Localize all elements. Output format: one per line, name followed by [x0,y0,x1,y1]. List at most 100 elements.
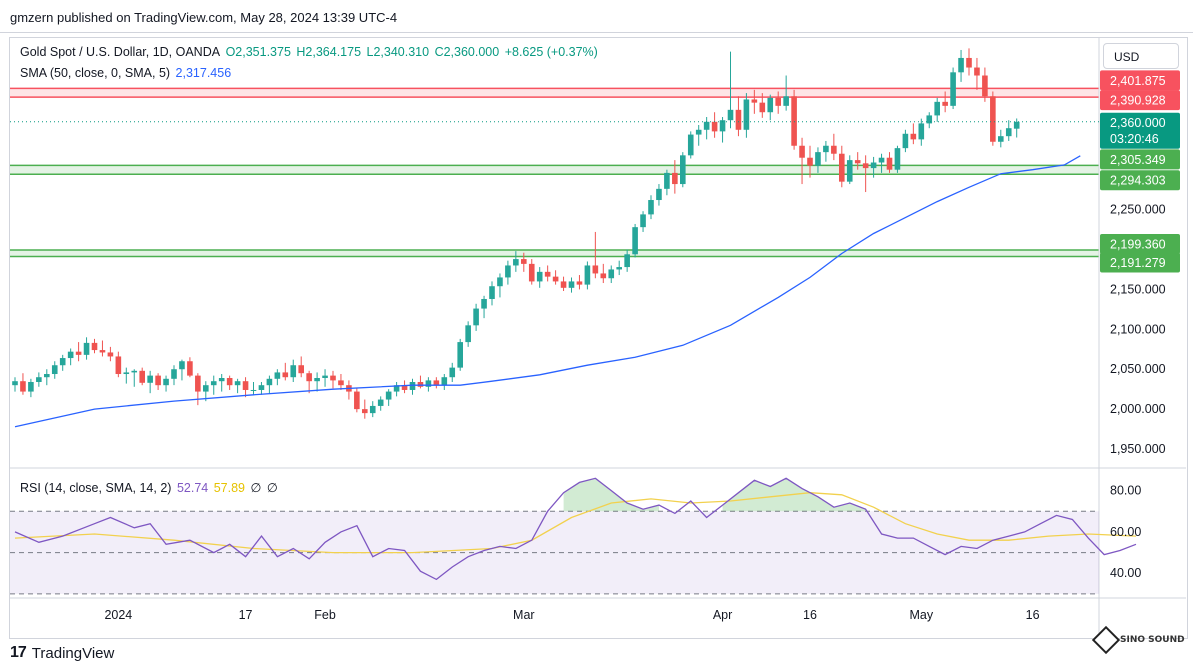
candle-body-21 [179,361,185,370]
watermark-icon [1091,625,1121,655]
candle-body-96 [775,97,781,106]
currency-button[interactable]: USD [1103,43,1179,69]
sma-legend: SMA (50, close, 0, SMA, 5) 2,317.456 [20,66,233,80]
sma50-line [14,155,1081,428]
price-badge-3: 2,294.303 [1110,174,1166,188]
candle-body-3 [36,377,42,382]
candle-body-115 [926,115,933,124]
candle-body-120 [966,57,972,68]
candle-body-77 [624,254,630,268]
candle-body-59 [481,298,487,309]
zone-band-0 [10,88,1099,98]
candle-body-41 [338,380,344,386]
candle-body-29 [242,381,249,390]
candle-body-75 [608,269,615,279]
candle-body-106 [854,160,861,164]
time-label-2: Feb [314,608,336,622]
candle-body-36 [298,365,304,374]
candle-body-116 [934,101,940,116]
candle-body-85 [687,134,694,156]
candle-body-57 [465,325,471,343]
candle-body-121 [974,67,980,76]
sma-value: 2,317.456 [175,66,232,80]
price-badge-bg-0 [1100,70,1180,91]
candle-body-4 [44,374,50,378]
candle-body-105 [846,160,853,182]
candle-body-80 [648,200,654,215]
candle-body-53 [433,380,440,386]
candle-body-125 [1005,128,1012,137]
candle-body-16 [139,370,145,383]
candle-body-44 [362,409,368,414]
candle-body-5 [51,365,58,375]
tradingview-logo-icon: 17 [10,644,27,661]
candle-body-12 [107,352,114,357]
candle-body-43 [354,391,360,410]
time-label-7: 16 [1026,608,1040,622]
tradingview-brand: TradingView [31,644,115,662]
candle-body-76 [616,267,622,270]
candle-body-79 [640,214,646,228]
candle-body-72 [584,265,591,285]
candle-body-8 [75,351,82,355]
candle-body-82 [664,172,670,189]
candle-body-48 [393,385,400,392]
candle-body-102 [823,145,829,153]
candle-body-26 [218,378,225,382]
rsi-sma-line [14,492,1137,554]
time-label-5: 16 [803,608,817,622]
price-tick-5: 2,000.000 [1110,402,1166,416]
candle-body-52 [425,380,432,387]
candle-body-95 [767,97,774,113]
price-badge-0: 2,401.875 [1110,74,1166,88]
price-tick-6: 1,950.000 [1110,442,1166,456]
candle-body-98 [791,96,797,146]
rsi-extra2: ∅ [266,481,278,495]
price-badge-bg-4 [1100,234,1180,255]
main-legend: Gold Spot / U.S. Dollar, 1D, OANDA O2,35… [20,45,600,59]
rsi-value: 52.74 [176,481,209,495]
rsi-tick-1: 60.00 [1110,525,1141,539]
price-badge-bg-3 [1100,170,1180,191]
close-value: C2,360.000 [434,45,500,59]
candle-body-89 [719,120,726,132]
candle-body-39 [322,375,328,379]
candle-body-112 [902,133,909,149]
candle-body-118 [950,72,956,106]
candle-body-122 [982,75,988,97]
candle-body-27 [226,378,233,386]
price-badge-4: 2,199.360 [1110,238,1166,252]
candle-body-124 [998,136,1004,142]
candle-body-1 [20,381,26,392]
price-tick-2: 2,150.000 [1110,282,1166,296]
price-badge-1: 2,390.928 [1110,94,1166,108]
time-label-6: May [909,608,933,622]
candle-body-6 [59,358,66,366]
candle-body-25 [210,381,217,386]
candle-body-0 [12,381,18,386]
candle-body-64 [521,259,527,264]
candle-body-49 [401,385,408,390]
candle-body-34 [282,372,289,378]
candle-body-47 [385,391,392,400]
candles [12,48,1020,419]
candle-body-37 [306,373,312,382]
candle-body-54 [441,377,448,386]
candle-body-38 [314,378,320,382]
candle-body-56 [457,342,463,368]
change-value: +8.625 (+0.37%) [504,45,598,59]
candle-body-62 [505,265,511,278]
candle-body-35 [290,365,297,378]
candle-body-104 [839,153,845,182]
candle-body-17 [147,375,153,383]
candle-body-78 [632,227,638,255]
candle-body-13 [115,356,122,375]
candle-body-69 [560,281,567,288]
candle-body-73 [592,265,599,274]
candle-body-86 [695,129,702,135]
candle-body-67 [544,271,551,277]
candle-body-9 [83,342,90,355]
candle-body-45 [369,405,376,414]
candle-body-58 [473,308,479,326]
